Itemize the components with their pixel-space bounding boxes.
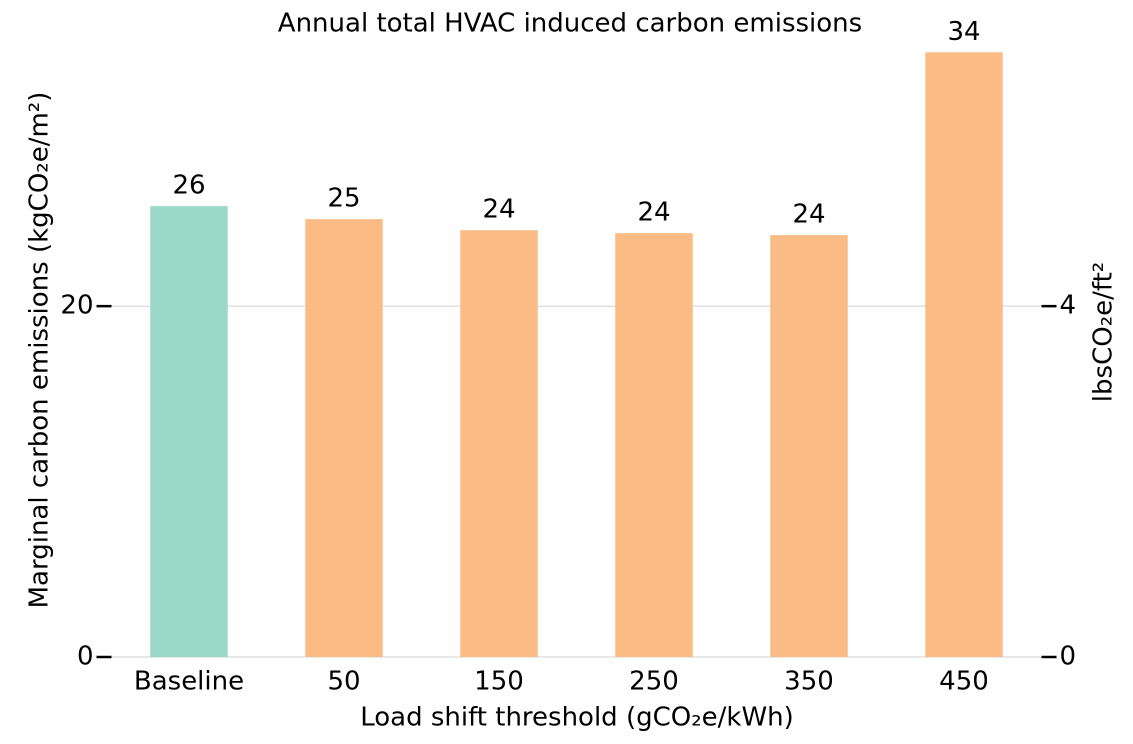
value-label: 24 bbox=[792, 200, 825, 230]
x-tick-label: Baseline bbox=[134, 667, 244, 697]
value-label: 34 bbox=[947, 17, 980, 47]
bar bbox=[925, 52, 1003, 657]
bar bbox=[615, 233, 693, 658]
value-label: 26 bbox=[172, 171, 205, 201]
bar bbox=[150, 206, 228, 658]
y-tick-label: 20 bbox=[60, 291, 93, 321]
y-tick-label: 0 bbox=[77, 642, 94, 672]
x-tick-label: 50 bbox=[327, 667, 360, 697]
chart-title: Annual total HVAC induced carbon emissio… bbox=[278, 9, 862, 39]
bar bbox=[770, 235, 848, 657]
x-tick-label: 150 bbox=[474, 667, 524, 697]
bar bbox=[460, 230, 538, 657]
value-label: 24 bbox=[482, 195, 515, 225]
y2-axis-label: lbsCO₂e/ft² bbox=[1089, 262, 1119, 402]
x-tick-label: 250 bbox=[629, 667, 679, 697]
x-axis-label: Load shift threshold (gCO₂e/kWh) bbox=[360, 703, 794, 733]
y2-tick-label: 4 bbox=[1060, 291, 1077, 321]
value-label: 24 bbox=[637, 198, 670, 228]
x-tick-label: 450 bbox=[939, 667, 989, 697]
y-axis-label: Marginal carbon emissions (kgCO₂e/m²) bbox=[25, 92, 55, 609]
y2-tick-label: 0 bbox=[1060, 642, 1077, 672]
x-tick-label: 350 bbox=[784, 667, 834, 697]
value-label: 25 bbox=[327, 184, 360, 214]
bar bbox=[305, 219, 383, 657]
